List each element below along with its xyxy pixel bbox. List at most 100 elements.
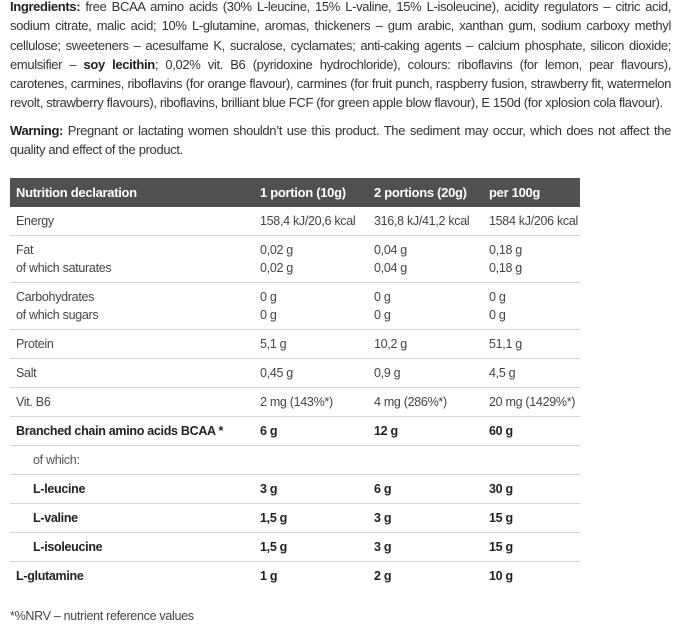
value-per-100g-line: 4,5 g	[489, 366, 516, 380]
value-1-portion-line: 0 g	[260, 290, 277, 304]
nutrient-label-line: Protein	[16, 337, 54, 351]
value-1-portion: 158,4 kJ/20,6 kcal	[260, 207, 374, 236]
nutrient-label: Carbohydrates of which sugars	[10, 282, 260, 330]
value-1-portion-line: 3 g	[260, 482, 278, 496]
value-2-portions	[374, 445, 489, 475]
table-row: Energy 158,4 kJ/20,6 kcal 316,8 kJ/41,2 kc…	[10, 207, 580, 236]
nutrient-label: Vit. B6	[10, 387, 260, 417]
value-per-100g-line: 60 g	[489, 424, 513, 438]
value-per-100g: 20 mg (1429%*)	[489, 387, 580, 417]
value-2-portions: 2 g	[374, 562, 489, 591]
nutrient-label-line: Vit. B6	[16, 395, 51, 409]
value-per-100g-line: 30 g	[489, 482, 513, 496]
value-2-portions: 0,9 g	[374, 358, 489, 388]
nutrient-label-line: L-valine	[33, 511, 78, 525]
header-2-portions: 2 portions (20g)	[374, 178, 489, 207]
value-per-100g: 60 g	[489, 416, 580, 446]
value-1-portion: 3 g	[260, 474, 374, 504]
nutrient-label-line: L-leucine	[33, 482, 86, 496]
value-per-100g: 30 g	[489, 474, 580, 504]
value-per-100g	[489, 445, 580, 475]
value-1-portion-line: 2 mg (143%*)	[260, 395, 333, 409]
nutrient-label-line: Energy	[16, 214, 54, 228]
table-row: L-leucine 3 g 6 g 30 g	[10, 474, 580, 504]
value-per-100g-line: 51,1 g	[489, 337, 522, 351]
value-2-portions-line: 2 g	[374, 569, 392, 583]
value-per-100g-line: 0 g	[489, 290, 506, 304]
value-per-100g-line: 1584 kJ/206 kcal	[489, 214, 579, 228]
value-2-portions: 0,04 g 0,04 g	[374, 235, 489, 283]
ingredients-label: Ingredients:	[10, 0, 81, 14]
table-row: Protein 5,1 g 10,2 g 51,1 g	[10, 329, 580, 359]
value-1-portion-line: 0 g	[260, 308, 277, 322]
table-row: Salt 0,45 g 0,9 g 4,5 g	[10, 358, 580, 388]
value-1-portion: 0,02 g 0,02 g	[260, 235, 374, 283]
nutrient-label-line: of which sugars	[16, 308, 99, 322]
value-1-portion-line: 0,45 g	[260, 366, 293, 380]
nutrient-label: Branched chain amino acids BCAA *	[10, 416, 260, 446]
value-per-100g-line: 15 g	[489, 511, 513, 525]
value-1-portion-line: 0,02 g	[260, 261, 293, 275]
table-row: Vit. B6 2 mg (143%*) 4 mg (286%*) 20 mg (14…	[10, 387, 580, 417]
value-1-portion-line: 158,4 kJ/20,6 kcal	[260, 214, 356, 228]
value-1-portion-line: 5,1 g	[260, 337, 287, 351]
value-1-portion: 5,1 g	[260, 329, 374, 359]
nutrient-label: Energy	[10, 207, 260, 236]
nutrient-label-line: Branched chain amino acids BCAA *	[16, 424, 224, 438]
ingredients-text: free BCAA amino acids (30% L-leucine, 15…	[10, 0, 671, 72]
nutrient-label-line: Fat	[16, 243, 34, 257]
nutrition-table: Nutrition declaration 1 portion (10g) 2 …	[10, 178, 580, 590]
value-per-100g-line: 0 g	[489, 308, 506, 322]
nutrient-label: L-isoleucine	[10, 532, 260, 562]
allergen-soy-lecithin: soy lecithin	[83, 56, 156, 72]
value-1-portion-line: 1,5 g	[260, 511, 287, 525]
value-2-portions: 4 mg (286%*)	[374, 387, 489, 417]
value-1-portion-line: 1,5 g	[260, 540, 287, 554]
value-1-portion	[260, 445, 374, 475]
value-1-portion-line: 0,02 g	[260, 243, 293, 257]
table-row: Branched chain amino acids BCAA * 6 g 12 g…	[10, 416, 580, 446]
value-per-100g-line: 0,18 g	[489, 243, 522, 257]
value-2-portions-line: 316,8 kJ/41,2 kcal	[374, 214, 470, 228]
nutrient-label: of which:	[10, 445, 260, 475]
header-nutrition-declaration: Nutrition declaration	[10, 178, 260, 207]
table-row: L-valine 1,5 g 3 g 15 g	[10, 503, 580, 533]
value-2-portions: 316,8 kJ/41,2 kcal	[374, 207, 489, 236]
nutrient-label: Fat of which saturates	[10, 235, 260, 283]
header-1-portion: 1 portion (10g)	[260, 178, 374, 207]
value-2-portions: 3 g	[374, 532, 489, 562]
value-2-portions-line: 0,04 g	[374, 261, 407, 275]
value-2-portions-line: 3 g	[374, 540, 392, 554]
value-1-portion: 6 g	[260, 416, 374, 446]
value-1-portion-line: 1 g	[260, 569, 278, 583]
value-2-portions-line: 0 g	[374, 290, 391, 304]
value-per-100g: 15 g	[489, 532, 580, 562]
value-2-portions: 6 g	[374, 474, 489, 504]
nutrient-label-line: of which saturates	[16, 261, 112, 275]
nutrient-label-line: Salt	[16, 366, 37, 380]
value-per-100g-line: 20 mg (1429%*)	[489, 395, 576, 409]
nutrient-label: Protein	[10, 329, 260, 359]
nutrient-label-line: L-glutamine	[16, 569, 84, 583]
value-2-portions: 3 g	[374, 503, 489, 533]
table-row: of which:	[10, 445, 580, 475]
value-2-portions-line: 0,9 g	[374, 366, 401, 380]
ingredients-text-cont: ; 0,02% vit. B6 (pyridoxine hydrochlorid…	[10, 56, 671, 111]
nutrient-label-line: L-isoleucine	[33, 540, 103, 554]
nutrient-label-line: of which:	[33, 453, 80, 467]
nutrient-label: L-leucine	[10, 474, 260, 504]
value-2-portions-line: 10,2 g	[374, 337, 407, 351]
value-2-portions-line: 0 g	[374, 308, 391, 322]
value-2-portions-line: 0,04 g	[374, 243, 407, 257]
value-2-portions-line: 3 g	[374, 511, 392, 525]
value-1-portion: 0,45 g	[260, 358, 374, 388]
value-1-portion: 2 mg (143%*)	[260, 387, 374, 417]
value-per-100g: 4,5 g	[489, 358, 580, 388]
value-per-100g-line: 15 g	[489, 540, 513, 554]
value-1-portion: 1,5 g	[260, 503, 374, 533]
nutrient-label-line: Carbohydrates	[16, 290, 95, 304]
value-per-100g-line: 10 g	[489, 569, 513, 583]
